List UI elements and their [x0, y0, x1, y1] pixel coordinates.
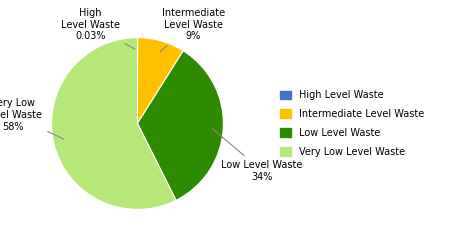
Text: Very Low
Level Waste
58%: Very Low Level Waste 58%	[0, 98, 64, 139]
Wedge shape	[137, 38, 183, 123]
Text: Intermediate
Level Waste
9%: Intermediate Level Waste 9%	[160, 8, 225, 52]
Legend: High Level Waste, Intermediate Level Waste, Low Level Waste, Very Low Level Wast: High Level Waste, Intermediate Level Was…	[280, 90, 425, 157]
Text: Low Level Waste
34%: Low Level Waste 34%	[212, 129, 303, 182]
Wedge shape	[52, 38, 176, 209]
Wedge shape	[137, 51, 223, 200]
Text: High
Level Waste
0.03%: High Level Waste 0.03%	[61, 8, 135, 49]
